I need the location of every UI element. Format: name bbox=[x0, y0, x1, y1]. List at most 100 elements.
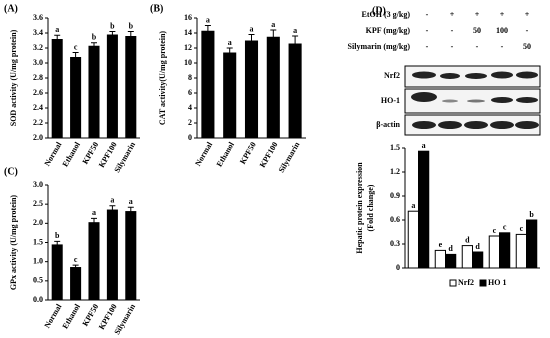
bar bbox=[434, 249, 446, 269]
blot-cell: 50 bbox=[523, 42, 531, 51]
y-tick-label: 1.5 bbox=[390, 143, 400, 152]
y-axis-label: CAT activity(U/mg protein) bbox=[158, 31, 167, 126]
y-tick-label: 2 bbox=[188, 118, 192, 127]
legend-swatch bbox=[479, 279, 487, 287]
y-axis-label: GPx activity (U/mg protein) bbox=[9, 195, 18, 291]
error-bar bbox=[54, 240, 61, 248]
error-bar bbox=[292, 35, 299, 51]
y-tick-label: 3.0 bbox=[33, 180, 43, 189]
y-tick-label: 0.3 bbox=[390, 239, 400, 248]
blot-cell: 100 bbox=[496, 26, 508, 35]
significance-letter: a bbox=[293, 26, 297, 35]
blot-cell: + bbox=[500, 10, 505, 19]
y-tick-label: 2.4 bbox=[33, 103, 43, 112]
y-tick-label: 3.6 bbox=[33, 13, 43, 22]
significance-letter: a bbox=[129, 197, 133, 206]
bar bbox=[445, 253, 457, 269]
y-tick-label: 2.0 bbox=[33, 218, 43, 227]
y-tick-label: 4 bbox=[188, 103, 192, 112]
bar bbox=[407, 210, 419, 269]
significance-letter: c bbox=[493, 226, 497, 235]
bar bbox=[461, 245, 473, 269]
y-tick-label: 0.9 bbox=[390, 191, 400, 200]
legend-label: HO 1 bbox=[488, 278, 506, 287]
y-tick-label: 0.6 bbox=[390, 215, 400, 224]
panel-label: (C) bbox=[4, 166, 18, 177]
error-bar bbox=[204, 25, 211, 36]
significance-letter: b bbox=[92, 33, 97, 42]
y-tick-label: 16 bbox=[184, 13, 192, 22]
blot-band-label: Nrf2 bbox=[384, 71, 400, 80]
significance-letter: a bbox=[92, 208, 96, 217]
blot-bands bbox=[411, 71, 539, 129]
error-bar bbox=[127, 206, 134, 215]
y-tick-label: 10 bbox=[184, 58, 192, 67]
panel-label: (B) bbox=[150, 3, 163, 14]
blot-cell: - bbox=[451, 42, 454, 51]
y-tick-label: 2.5 bbox=[33, 199, 43, 208]
bar bbox=[223, 52, 237, 138]
error-bar bbox=[91, 42, 97, 49]
bar bbox=[266, 36, 280, 138]
blot-cell: - bbox=[426, 42, 429, 51]
panel-label: (D) bbox=[372, 5, 386, 16]
y-tick-label: 1.5 bbox=[33, 237, 43, 246]
y-tick-label: 2.6 bbox=[33, 88, 43, 97]
y-tick-label: 3.0 bbox=[33, 58, 43, 67]
significance-letter: c bbox=[503, 223, 507, 232]
y-tick-label: 0.0 bbox=[33, 295, 43, 304]
bar bbox=[125, 36, 137, 138]
blot-cell: - bbox=[526, 26, 529, 35]
y-tick-label: 3.2 bbox=[33, 43, 43, 52]
bar bbox=[125, 211, 137, 300]
y-tick-label: 2.0 bbox=[33, 133, 43, 142]
significance-letter: c bbox=[74, 255, 78, 264]
y-tick-label: 0 bbox=[188, 133, 192, 142]
y-tick-label: 14 bbox=[184, 28, 192, 37]
bar bbox=[288, 43, 302, 138]
blot-cell: - bbox=[501, 42, 504, 51]
y-tick-label: 2.8 bbox=[33, 73, 43, 82]
y-tick-label: 2.2 bbox=[33, 118, 43, 127]
bar bbox=[106, 34, 118, 138]
significance-letter: b bbox=[529, 210, 534, 219]
blot-cell: - bbox=[451, 26, 454, 35]
blot-row-label: Silymarin (mg/kg) bbox=[348, 42, 411, 51]
blot-cell: - bbox=[426, 26, 429, 35]
significance-letter: a bbox=[55, 25, 59, 34]
error-bar bbox=[54, 34, 61, 43]
error-bar bbox=[91, 217, 97, 227]
bar bbox=[418, 150, 430, 269]
bar bbox=[51, 39, 63, 138]
y-tick-label: 1.2 bbox=[390, 167, 400, 176]
y-tick-label: 0 bbox=[396, 263, 400, 272]
bar bbox=[244, 40, 259, 138]
error-bar bbox=[109, 205, 116, 214]
significance-letter: b bbox=[129, 21, 134, 30]
significance-letter: b bbox=[110, 21, 115, 30]
y-tick-label: 1.0 bbox=[33, 256, 43, 265]
significance-letter: a bbox=[110, 196, 114, 205]
legend-swatch bbox=[449, 279, 457, 287]
error-bar bbox=[226, 47, 233, 57]
significance-letter: a bbox=[411, 201, 415, 210]
bar bbox=[488, 235, 500, 269]
blot-cell: + bbox=[525, 10, 530, 19]
bar bbox=[88, 45, 100, 138]
y-axis-label: (Fold change) bbox=[366, 184, 375, 231]
bar bbox=[51, 244, 63, 300]
blot-cell: - bbox=[476, 42, 479, 51]
significance-letter: a bbox=[271, 20, 275, 29]
blot-cell: + bbox=[450, 10, 455, 19]
significance-letter: a bbox=[250, 24, 254, 33]
blot-row-label: KPF (mg/kg) bbox=[366, 26, 411, 35]
error-bar bbox=[109, 31, 116, 38]
y-tick-label: 0.5 bbox=[33, 276, 43, 285]
significance-letter: d bbox=[465, 235, 470, 244]
significance-letter: a bbox=[206, 15, 210, 24]
error-bar bbox=[72, 264, 79, 269]
significance-letter: e bbox=[439, 240, 443, 249]
legend-label: Nrf2 bbox=[458, 278, 474, 287]
y-tick-label: 3.4 bbox=[33, 28, 43, 37]
